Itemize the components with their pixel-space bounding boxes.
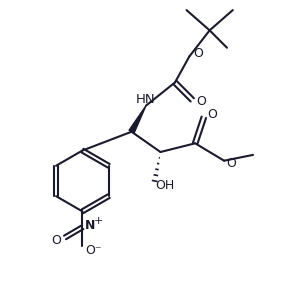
Text: O: O <box>208 108 218 121</box>
Text: O: O <box>226 157 236 170</box>
Text: O⁻: O⁻ <box>85 244 102 257</box>
Text: O: O <box>193 47 203 60</box>
Text: O: O <box>51 234 61 247</box>
Text: N: N <box>84 219 95 232</box>
Polygon shape <box>129 106 146 133</box>
Text: +: + <box>94 216 103 226</box>
Text: O: O <box>196 95 206 108</box>
Text: OH: OH <box>155 179 174 192</box>
Text: HN: HN <box>135 93 155 106</box>
